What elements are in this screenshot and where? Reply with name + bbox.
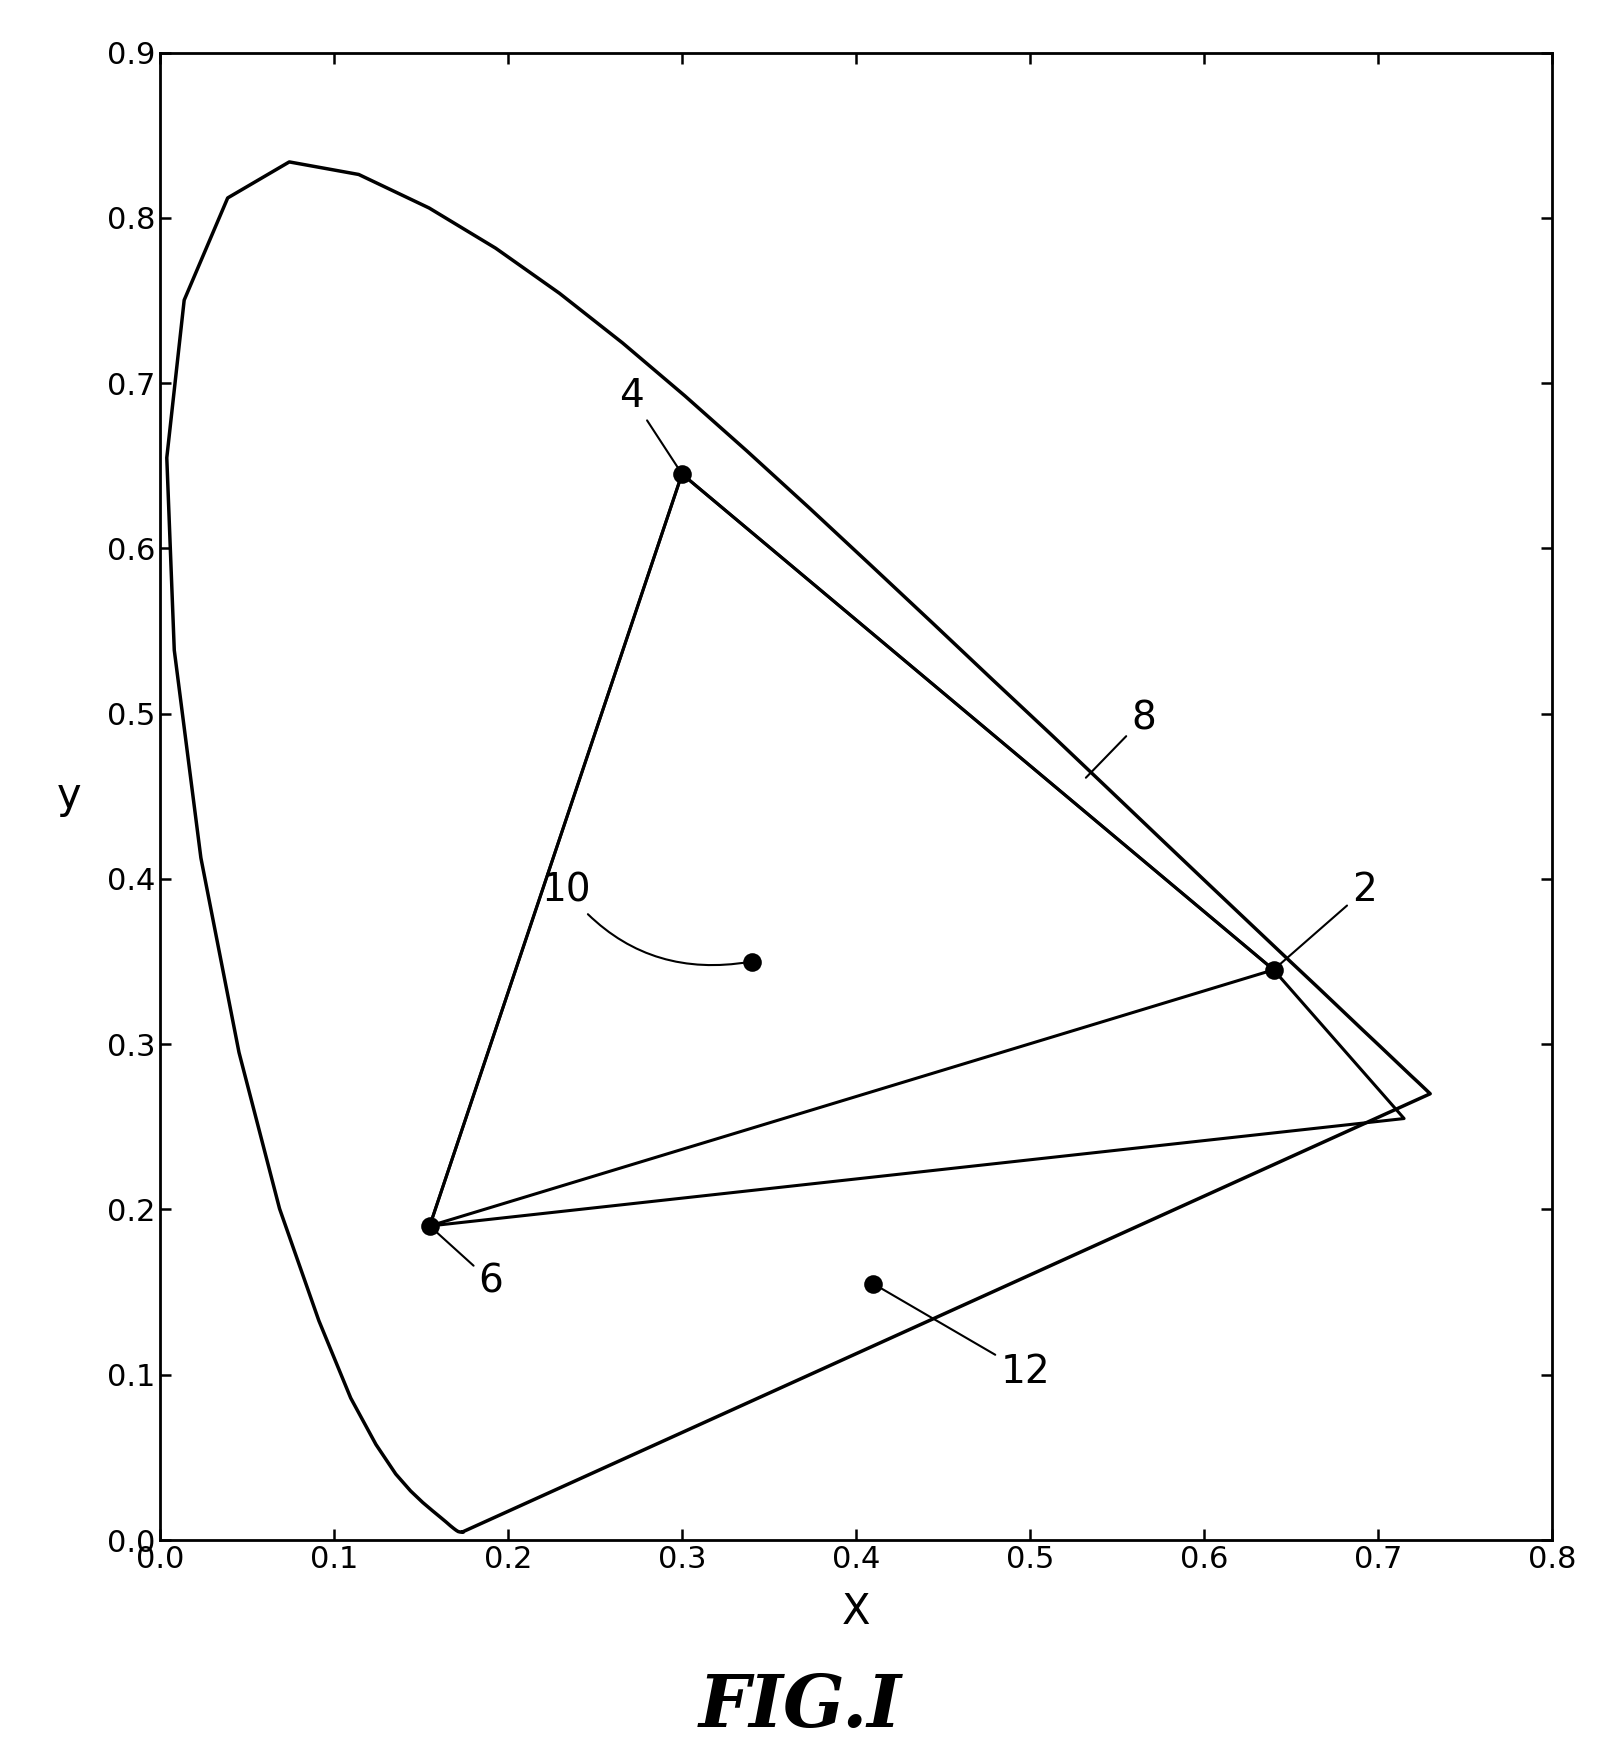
Point: [861, 1270, 886, 1298]
Text: 12: 12: [875, 1284, 1050, 1391]
Point: [739, 947, 765, 975]
Text: 4: 4: [619, 378, 680, 472]
Text: FIG.I: FIG.I: [699, 1671, 901, 1741]
Text: 6: 6: [432, 1228, 504, 1300]
Text: 8: 8: [1086, 700, 1155, 777]
Text: 2: 2: [1275, 872, 1376, 968]
Point: [669, 460, 694, 488]
Y-axis label: y: y: [58, 775, 82, 817]
Point: [418, 1213, 443, 1241]
Text: 10: 10: [542, 872, 749, 964]
Point: [1261, 956, 1286, 984]
X-axis label: X: X: [842, 1591, 870, 1633]
